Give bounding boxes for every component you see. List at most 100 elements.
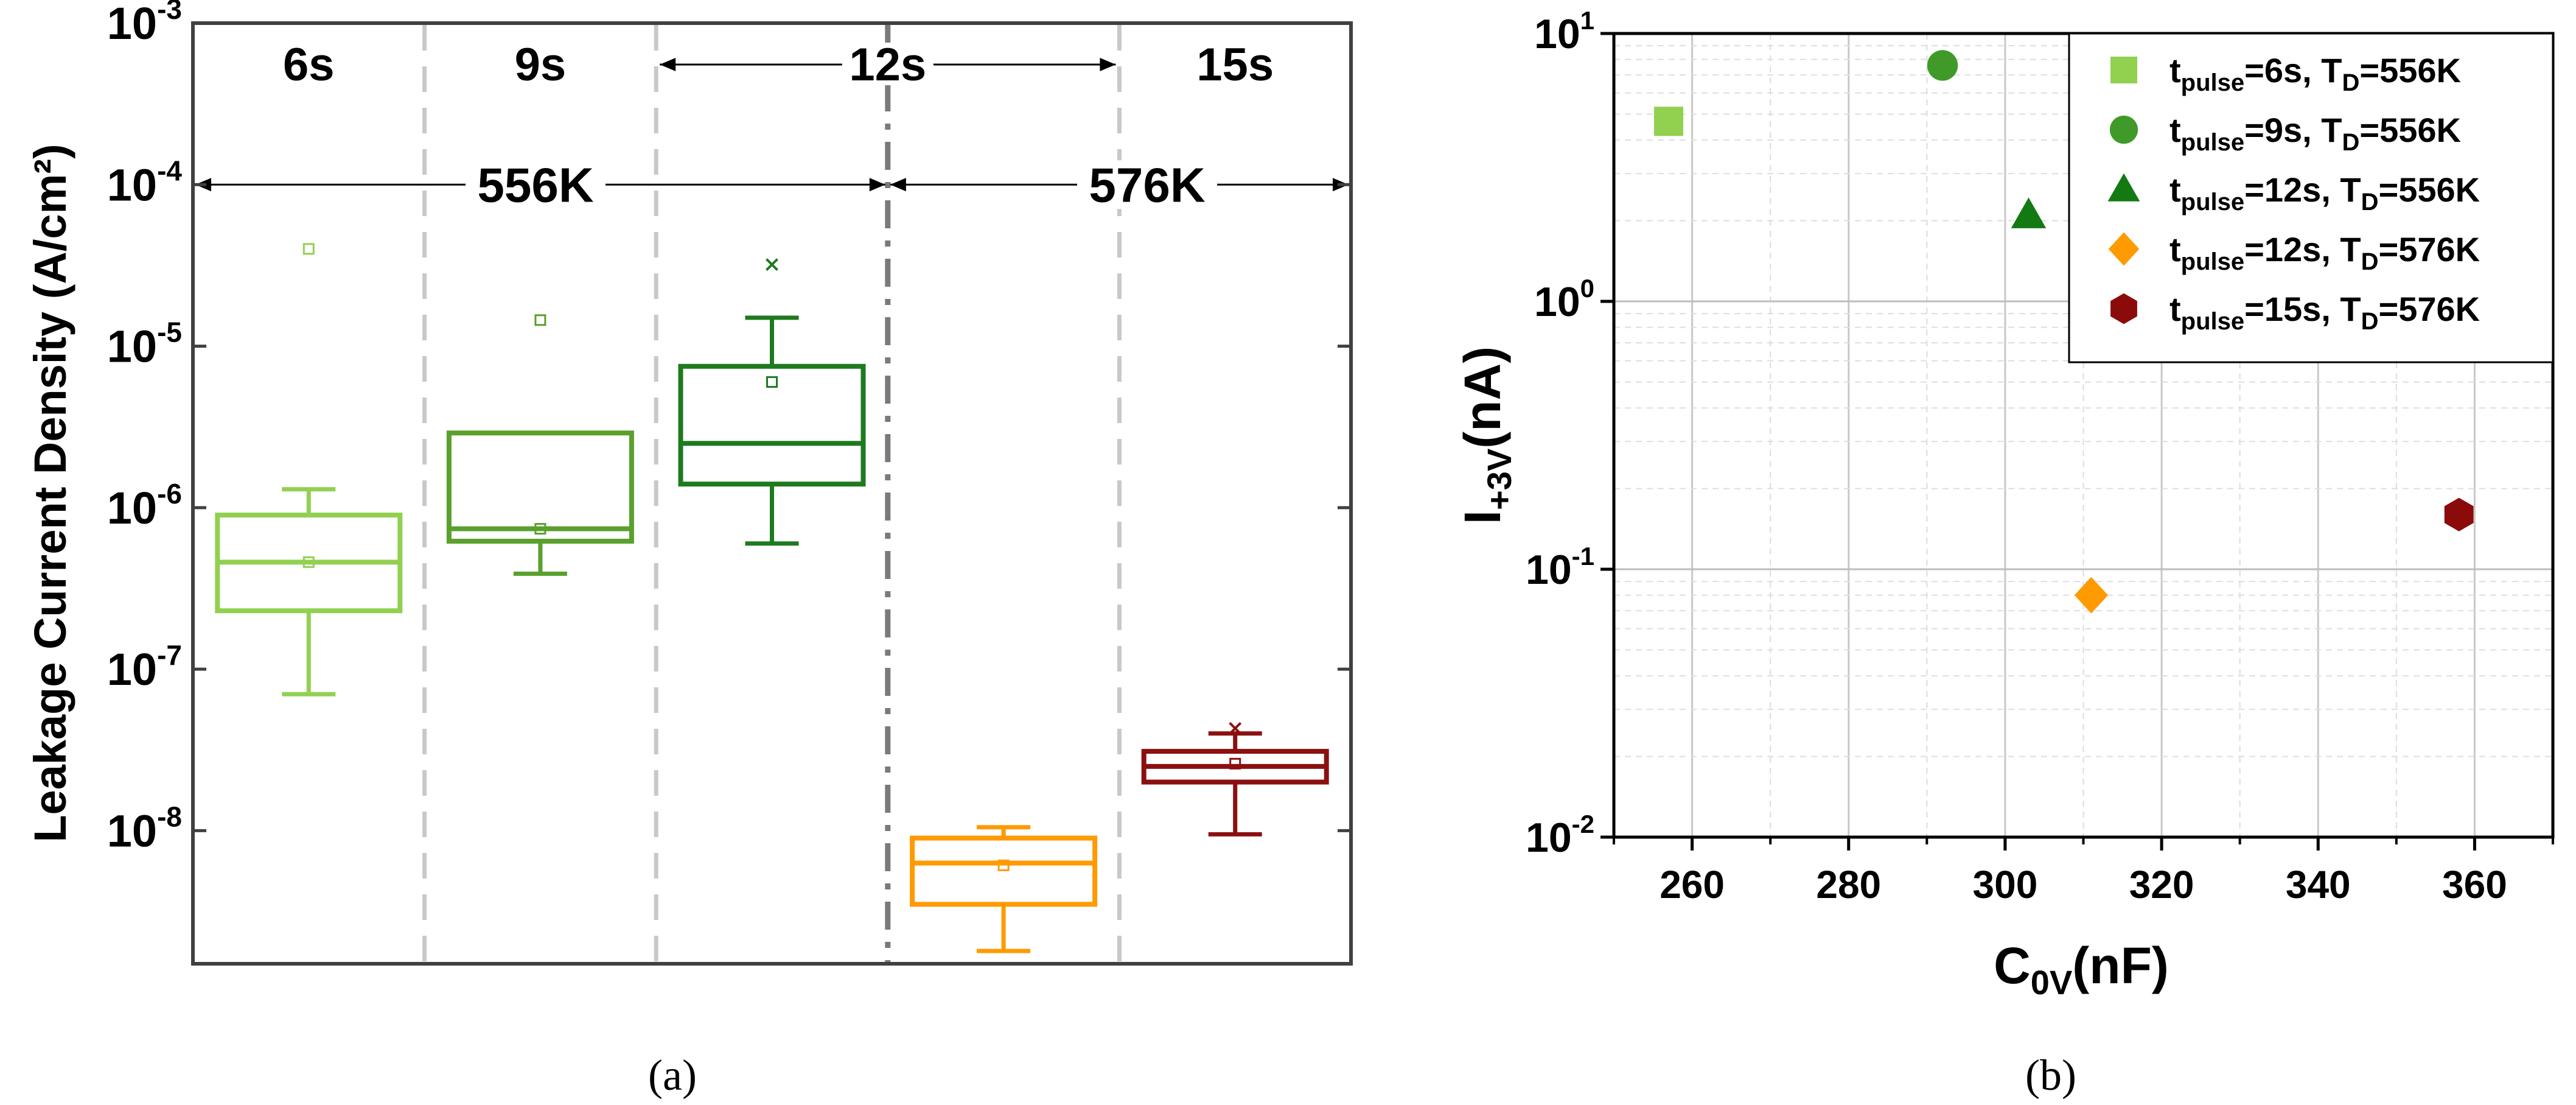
data-point-circle [1927, 50, 1958, 81]
x-axis-label-rest: (nF) [2072, 937, 2169, 994]
x-tick-label: 280 [1816, 863, 1881, 907]
x-tick-label: 300 [1973, 863, 2038, 907]
legend-marker-diamond [2108, 232, 2140, 266]
legend-temp: =576K [2379, 290, 2480, 328]
legend-t: t [2169, 290, 2181, 328]
data-point-hexagon [2444, 497, 2474, 531]
outlier-cross [766, 258, 778, 271]
panel-a-dividers [422, 25, 1122, 962]
top-label-bg [842, 43, 934, 85]
panel-a-top-labels: 6s 9s 12s 15s [283, 39, 1274, 91]
y-tick-label-exp: -8 [157, 801, 182, 832]
arrow-576k-head-left [890, 178, 906, 192]
box-iqr [446, 430, 634, 544]
panel-b-x-axis-label: C0V(nF) [1994, 937, 2169, 1002]
legend-sub-pulse: pulse [2181, 248, 2244, 275]
panel-a-y-axis-label: Leakage Current Density (A/cm²) [25, 144, 75, 842]
outlier-cross [1229, 721, 1242, 735]
caption-b: (b) [2025, 1051, 2076, 1100]
legend-temp: =576K [2379, 230, 2480, 268]
y-tick-label-base: 10 [1526, 815, 1572, 861]
y-tick-label: 100 [1534, 274, 1594, 325]
legend-sub-pulse: pulse [2181, 189, 2244, 216]
legend-temp: =556K [2359, 111, 2461, 149]
y-tick-label-base: 10 [107, 644, 157, 695]
top-label-15s: 15s [1196, 39, 1274, 91]
legend-sub-d: D [2342, 129, 2359, 156]
box-mean [302, 556, 315, 568]
panel-b-x-ticks: 260 280 300 320 340 360 [1613, 837, 2554, 907]
legend-sub-d: D [2361, 189, 2379, 216]
legend-frame [2068, 32, 2554, 363]
legend-entry-label: tpulse=12s, TD=556K [2169, 170, 2480, 216]
temperature-label-556k: 556K [477, 158, 593, 212]
legend-sub-pulse: pulse [2181, 129, 2244, 156]
temperature-label-bg [1077, 160, 1217, 209]
panel-a-boxes [215, 243, 1329, 953]
y-tick-label-base: 10 [1526, 547, 1572, 593]
y-tick-label: 10-6 [107, 478, 182, 533]
legend-sub-d: D [2361, 248, 2379, 275]
y-tick-label-base: 10 [107, 805, 157, 856]
panel-a-box-chart: 10-310-410-510-610-710-8 6s 9s 12s 15s 556K… [25, 0, 1353, 1100]
x-tick-label: 320 [2129, 863, 2194, 907]
data-point-square [1654, 107, 1684, 136]
legend-marker-square [2110, 57, 2137, 83]
x-tick-label: 340 [2286, 863, 2351, 907]
x-tick-label: 360 [2442, 863, 2507, 907]
legend-middle: =12s, T [2244, 170, 2361, 209]
legend-entry-label: tpulse=9s, TD=556K [2169, 111, 2461, 156]
arrow-12s-head-right [1100, 58, 1116, 71]
legend-entry-label: tpulse=12s, TD=576K [2169, 230, 2480, 275]
data-point-triangle [2011, 197, 2047, 228]
legend-t: t [2169, 230, 2181, 268]
top-label-6s: 6s [283, 39, 335, 91]
arrow-12s-head-left [660, 58, 676, 71]
legend-temp: =556K [2379, 170, 2480, 209]
y-tick-label-exp: -4 [157, 155, 182, 186]
panel-b-y-axis-label: I+3V(nA) [1454, 346, 1518, 524]
box-iqr [678, 363, 866, 487]
y-tick-label: 101 [1534, 6, 1594, 57]
box-6s [215, 243, 403, 696]
panel-a-plot-frame [191, 21, 1353, 966]
y-tick-label-exp: -3 [157, 0, 182, 25]
legend-sub-pulse: pulse [2181, 69, 2244, 96]
x-axis-label-base: C [1994, 937, 2031, 994]
y-tick-label-base: 10 [107, 160, 157, 210]
arrow-556k-head-right [869, 178, 885, 192]
legend-t: t [2169, 111, 2181, 149]
y-tick-label-base: 10 [107, 321, 157, 372]
y-tick-label-exp: 0 [1580, 274, 1594, 303]
legend-entry-label: tpulse=6s, TD=556K [2169, 51, 2461, 96]
caption-a: (a) [648, 1051, 697, 1100]
box-15s [1141, 721, 1329, 837]
box-9s [446, 314, 634, 576]
y-tick-label-exp: -1 [1572, 542, 1594, 570]
y-tick-label: 10-7 [107, 639, 182, 695]
y-tick-label: 10-1 [1526, 542, 1594, 593]
x-tick-label: 260 [1660, 863, 1725, 907]
legend-middle: =6s, T [2244, 51, 2342, 89]
y-tick-label: 10-2 [1526, 810, 1594, 861]
outlier-square [534, 314, 546, 326]
y-tick-label-exp: -2 [1572, 810, 1594, 838]
outlier-square [302, 243, 315, 255]
y-tick-label-base: 10 [1534, 279, 1580, 325]
legend-sub-pulse: pulse [2181, 308, 2244, 335]
y-tick-label: 10-4 [107, 155, 183, 210]
panel-a-y-ticks: 10-310-410-510-610-710-8 [107, 0, 1351, 856]
legend-marker-hexagon [2110, 293, 2137, 324]
legend-entry-label: tpulse=15s, TD=576K [2169, 290, 2480, 335]
box-12s [678, 258, 866, 546]
y-tick-label-exp: -7 [157, 639, 182, 671]
y-tick-label-exp: 1 [1580, 6, 1594, 35]
box-mean [766, 376, 778, 388]
y-axis-label-sub: +3V [1480, 449, 1518, 510]
y-tick-label-exp: -6 [157, 478, 182, 510]
box-12s [910, 825, 1098, 953]
legend-marker-circle [2109, 115, 2138, 144]
